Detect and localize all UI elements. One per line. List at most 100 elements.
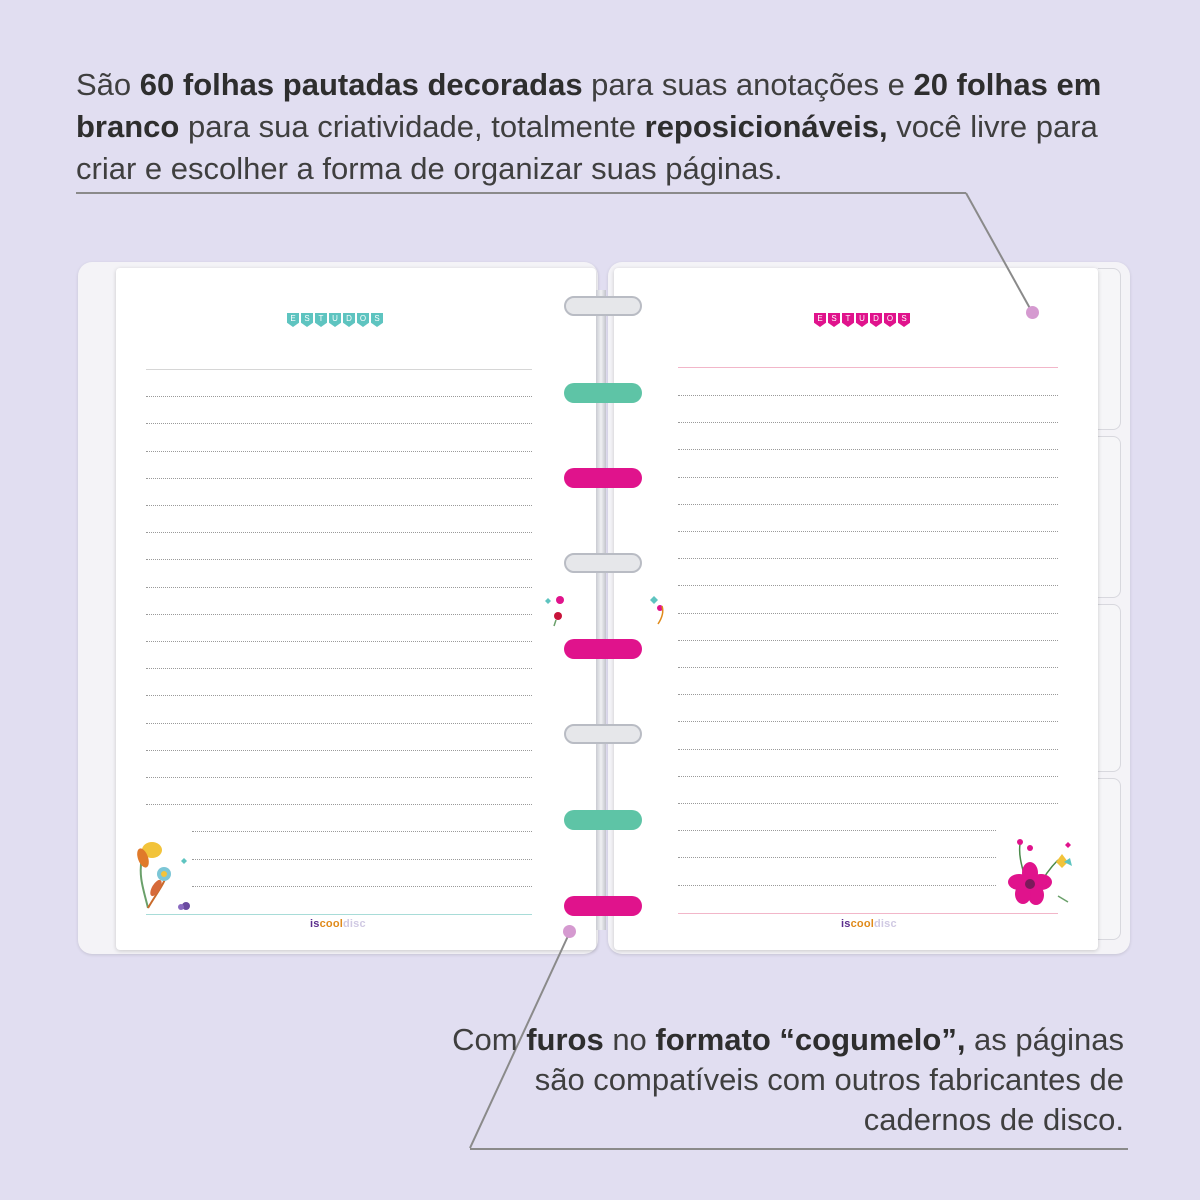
header-rule: [678, 367, 1058, 368]
divider-tab: [1098, 436, 1121, 598]
callout-dot: [563, 925, 576, 938]
banner-flag: D: [870, 313, 882, 327]
ruled-line: [678, 585, 1058, 587]
ruled-line: [678, 857, 996, 859]
banner-flag: T: [315, 313, 327, 327]
binding-spine: [596, 290, 606, 930]
callout-dot: [1026, 306, 1039, 319]
ruled-line: [146, 722, 532, 724]
disc-ring-teal: [564, 810, 642, 830]
ruled-line: [146, 613, 532, 615]
ruled-line: [146, 668, 532, 670]
brand-logo: iscooldisc: [841, 918, 897, 930]
ruled-line: [192, 885, 532, 887]
ruled-line: [146, 777, 532, 778]
disc-ring-clear: [564, 296, 642, 316]
ruled-line: [678, 449, 1058, 451]
banner-flag: T: [842, 313, 854, 327]
caption-bold: 60 folhas pautadas decoradas: [139, 67, 583, 102]
disc-ring-pink: [564, 468, 642, 488]
footer-rule: [678, 913, 1058, 914]
ruled-line: [678, 884, 996, 886]
disc-ring-clear: [564, 724, 642, 744]
ruled-line: [678, 721, 1058, 723]
disc-ring-teal: [564, 383, 642, 403]
ruled-line: [678, 558, 1058, 560]
ruled-line: [146, 532, 532, 534]
ruled-line: [146, 423, 532, 425]
logo-part: disc: [343, 918, 366, 930]
logo-part: is: [841, 918, 851, 930]
right-flower-illustration: [1008, 839, 1072, 905]
ruled-line: [146, 450, 532, 452]
left-flower-illustration: [137, 842, 190, 910]
small-flower-icon: [650, 596, 664, 625]
banner-flag: S: [898, 313, 910, 327]
disc-ring-clear: [564, 553, 642, 573]
ruled-line: [678, 612, 1058, 614]
logo-part: cool: [319, 918, 343, 930]
ruled-line: [678, 422, 1058, 424]
ruled-line: [146, 369, 532, 370]
logo-part: disc: [874, 918, 897, 930]
ruled-line: [678, 830, 996, 832]
top-caption: São 60 folhas pautadas decoradas para su…: [76, 64, 1156, 190]
ruled-line: [678, 503, 1058, 505]
banner-flag: O: [357, 313, 369, 327]
ruled-line: [192, 831, 532, 833]
caption-text: Com: [452, 1022, 527, 1057]
bottom-callout-rule: [470, 1148, 1128, 1150]
disc-ring-pink: [564, 639, 642, 659]
banner-flag: E: [814, 313, 826, 327]
footer-rule: [146, 914, 532, 915]
ruled-line: [146, 505, 532, 506]
brand-logo: iscooldisc: [310, 918, 366, 930]
divider-tab: [1098, 778, 1121, 940]
disc-ring-pink: [564, 896, 642, 916]
ruled-line: [192, 858, 532, 860]
divider-tab: [1098, 268, 1121, 430]
ruled-line: [146, 559, 532, 561]
ruled-line: [146, 586, 532, 588]
caption-text: São: [76, 67, 140, 102]
ruled-line: [678, 667, 1058, 668]
ruled-line: [146, 804, 532, 806]
caption-bold: 20 folhas em branco: [76, 67, 1102, 144]
caption-bold: furos: [526, 1022, 604, 1057]
bottom-caption: Com furos no formato “cogumelo”, as pági…: [424, 1020, 1124, 1140]
caption-text: você livre para criar e escolher a forma…: [76, 109, 1098, 186]
ruled-line: [678, 694, 1058, 696]
small-flower-icon: [545, 596, 564, 627]
ruled-line: [146, 396, 532, 398]
banner-flag: U: [329, 313, 341, 327]
caption-text: no: [603, 1022, 656, 1057]
ruled-line: [678, 803, 1058, 804]
logo-part: is: [310, 918, 320, 930]
banner-flag: U: [856, 313, 868, 327]
banner-flag: S: [301, 313, 313, 327]
caption-text: as páginas são compatíveis com outros fa…: [534, 1022, 1124, 1137]
banner-flag: S: [371, 313, 383, 327]
ruled-line: [678, 775, 1058, 777]
banner-flag: E: [287, 313, 299, 327]
caption-bold: formato “cogumelo”,: [655, 1022, 966, 1057]
ruled-line: [146, 641, 532, 642]
logo-part: cool: [850, 918, 874, 930]
ruled-line: [146, 477, 532, 479]
ruled-line: [678, 639, 1058, 641]
banner-flag: S: [828, 313, 840, 327]
divider-tab: [1098, 604, 1121, 772]
ruled-line: [146, 695, 532, 697]
banner-flag: O: [884, 313, 896, 327]
banner-flag: D: [343, 313, 355, 327]
ruled-line: [678, 748, 1058, 750]
ruled-line: [678, 476, 1058, 478]
top-callout-rule: [76, 192, 966, 194]
caption-text: para suas anotações e: [582, 67, 914, 102]
ruled-line: [678, 395, 1058, 396]
